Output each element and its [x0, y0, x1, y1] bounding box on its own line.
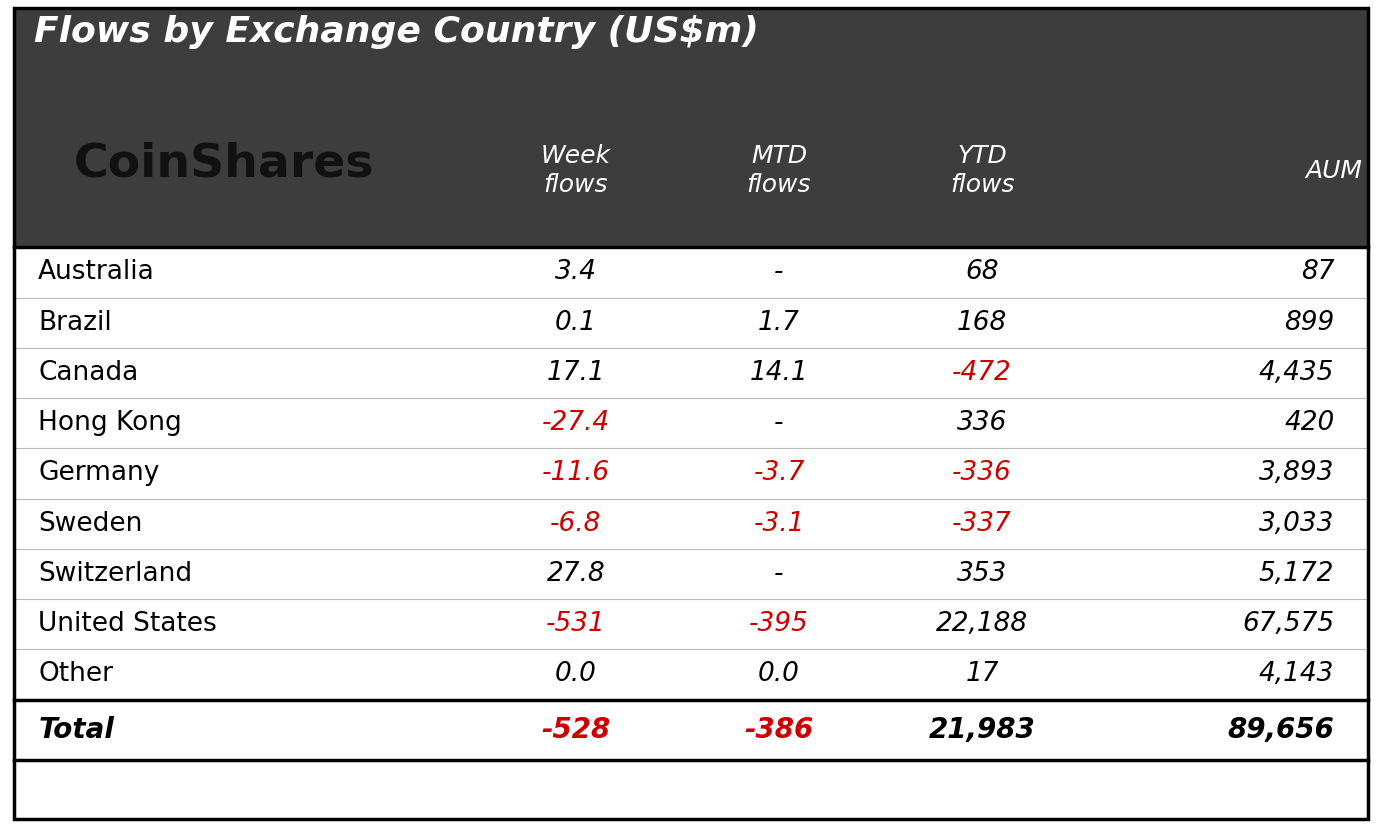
Text: 22,188: 22,188	[936, 611, 1028, 638]
Text: Australia: Australia	[39, 260, 155, 285]
Text: 68: 68	[966, 260, 999, 285]
Text: 4,435: 4,435	[1259, 360, 1335, 386]
Text: 353: 353	[958, 561, 1007, 587]
Text: -528: -528	[542, 716, 611, 744]
Text: -336: -336	[952, 461, 1012, 486]
Text: 3,893: 3,893	[1259, 461, 1335, 486]
Text: Hong Kong: Hong Kong	[39, 410, 182, 436]
Text: Brazil: Brazil	[39, 310, 112, 336]
Text: 5,172: 5,172	[1259, 561, 1335, 587]
Bar	[14, 8, 1368, 247]
Text: 3.4: 3.4	[556, 260, 597, 285]
Text: 0.0: 0.0	[759, 662, 800, 687]
Text: 899: 899	[1284, 310, 1335, 336]
Text: -337: -337	[952, 511, 1012, 537]
Text: Week
flows: Week flows	[540, 145, 611, 197]
Text: 0.0: 0.0	[556, 662, 597, 687]
Text: -531: -531	[546, 611, 605, 638]
Text: Other: Other	[39, 662, 113, 687]
Text: -: -	[774, 561, 784, 587]
Text: -: -	[774, 260, 784, 285]
Text: -11.6: -11.6	[542, 461, 609, 486]
Text: 67,575: 67,575	[1242, 611, 1335, 638]
Text: -395: -395	[749, 611, 808, 638]
Text: Flows by Exchange Country (US$m): Flows by Exchange Country (US$m)	[35, 15, 759, 49]
Text: YTD
flows: YTD flows	[949, 145, 1014, 197]
Text: 27.8: 27.8	[546, 561, 605, 587]
Text: 14.1: 14.1	[749, 360, 808, 386]
Text: AUM: AUM	[1306, 159, 1363, 183]
Text: 87: 87	[1300, 260, 1335, 285]
Text: 4,143: 4,143	[1259, 662, 1335, 687]
Text: -: -	[774, 410, 784, 436]
Text: -472: -472	[952, 360, 1012, 386]
Text: -3.1: -3.1	[753, 511, 804, 537]
Text: United States: United States	[39, 611, 217, 638]
Text: -27.4: -27.4	[542, 410, 609, 436]
Text: 336: 336	[958, 410, 1007, 436]
Text: -3.7: -3.7	[753, 461, 804, 486]
Text: -386: -386	[745, 716, 814, 744]
Text: 168: 168	[958, 310, 1007, 336]
Text: Sweden: Sweden	[39, 511, 142, 537]
Text: 420: 420	[1284, 410, 1335, 436]
Text: 3,033: 3,033	[1259, 511, 1335, 537]
Text: -6.8: -6.8	[550, 511, 601, 537]
Text: 0.1: 0.1	[556, 310, 597, 336]
Text: 21,983: 21,983	[929, 716, 1035, 744]
Bar	[14, 247, 1368, 819]
Text: 1.7: 1.7	[759, 310, 800, 336]
Text: 17: 17	[966, 662, 999, 687]
Text: Germany: Germany	[39, 461, 159, 486]
Text: Switzerland: Switzerland	[39, 561, 192, 587]
Text: 89,656: 89,656	[1227, 716, 1335, 744]
Text: Canada: Canada	[39, 360, 138, 386]
Text: CoinShares: CoinShares	[73, 141, 375, 186]
Text: Total: Total	[39, 716, 115, 744]
Text: 17.1: 17.1	[546, 360, 605, 386]
Text: MTD
flows: MTD flows	[746, 145, 811, 197]
